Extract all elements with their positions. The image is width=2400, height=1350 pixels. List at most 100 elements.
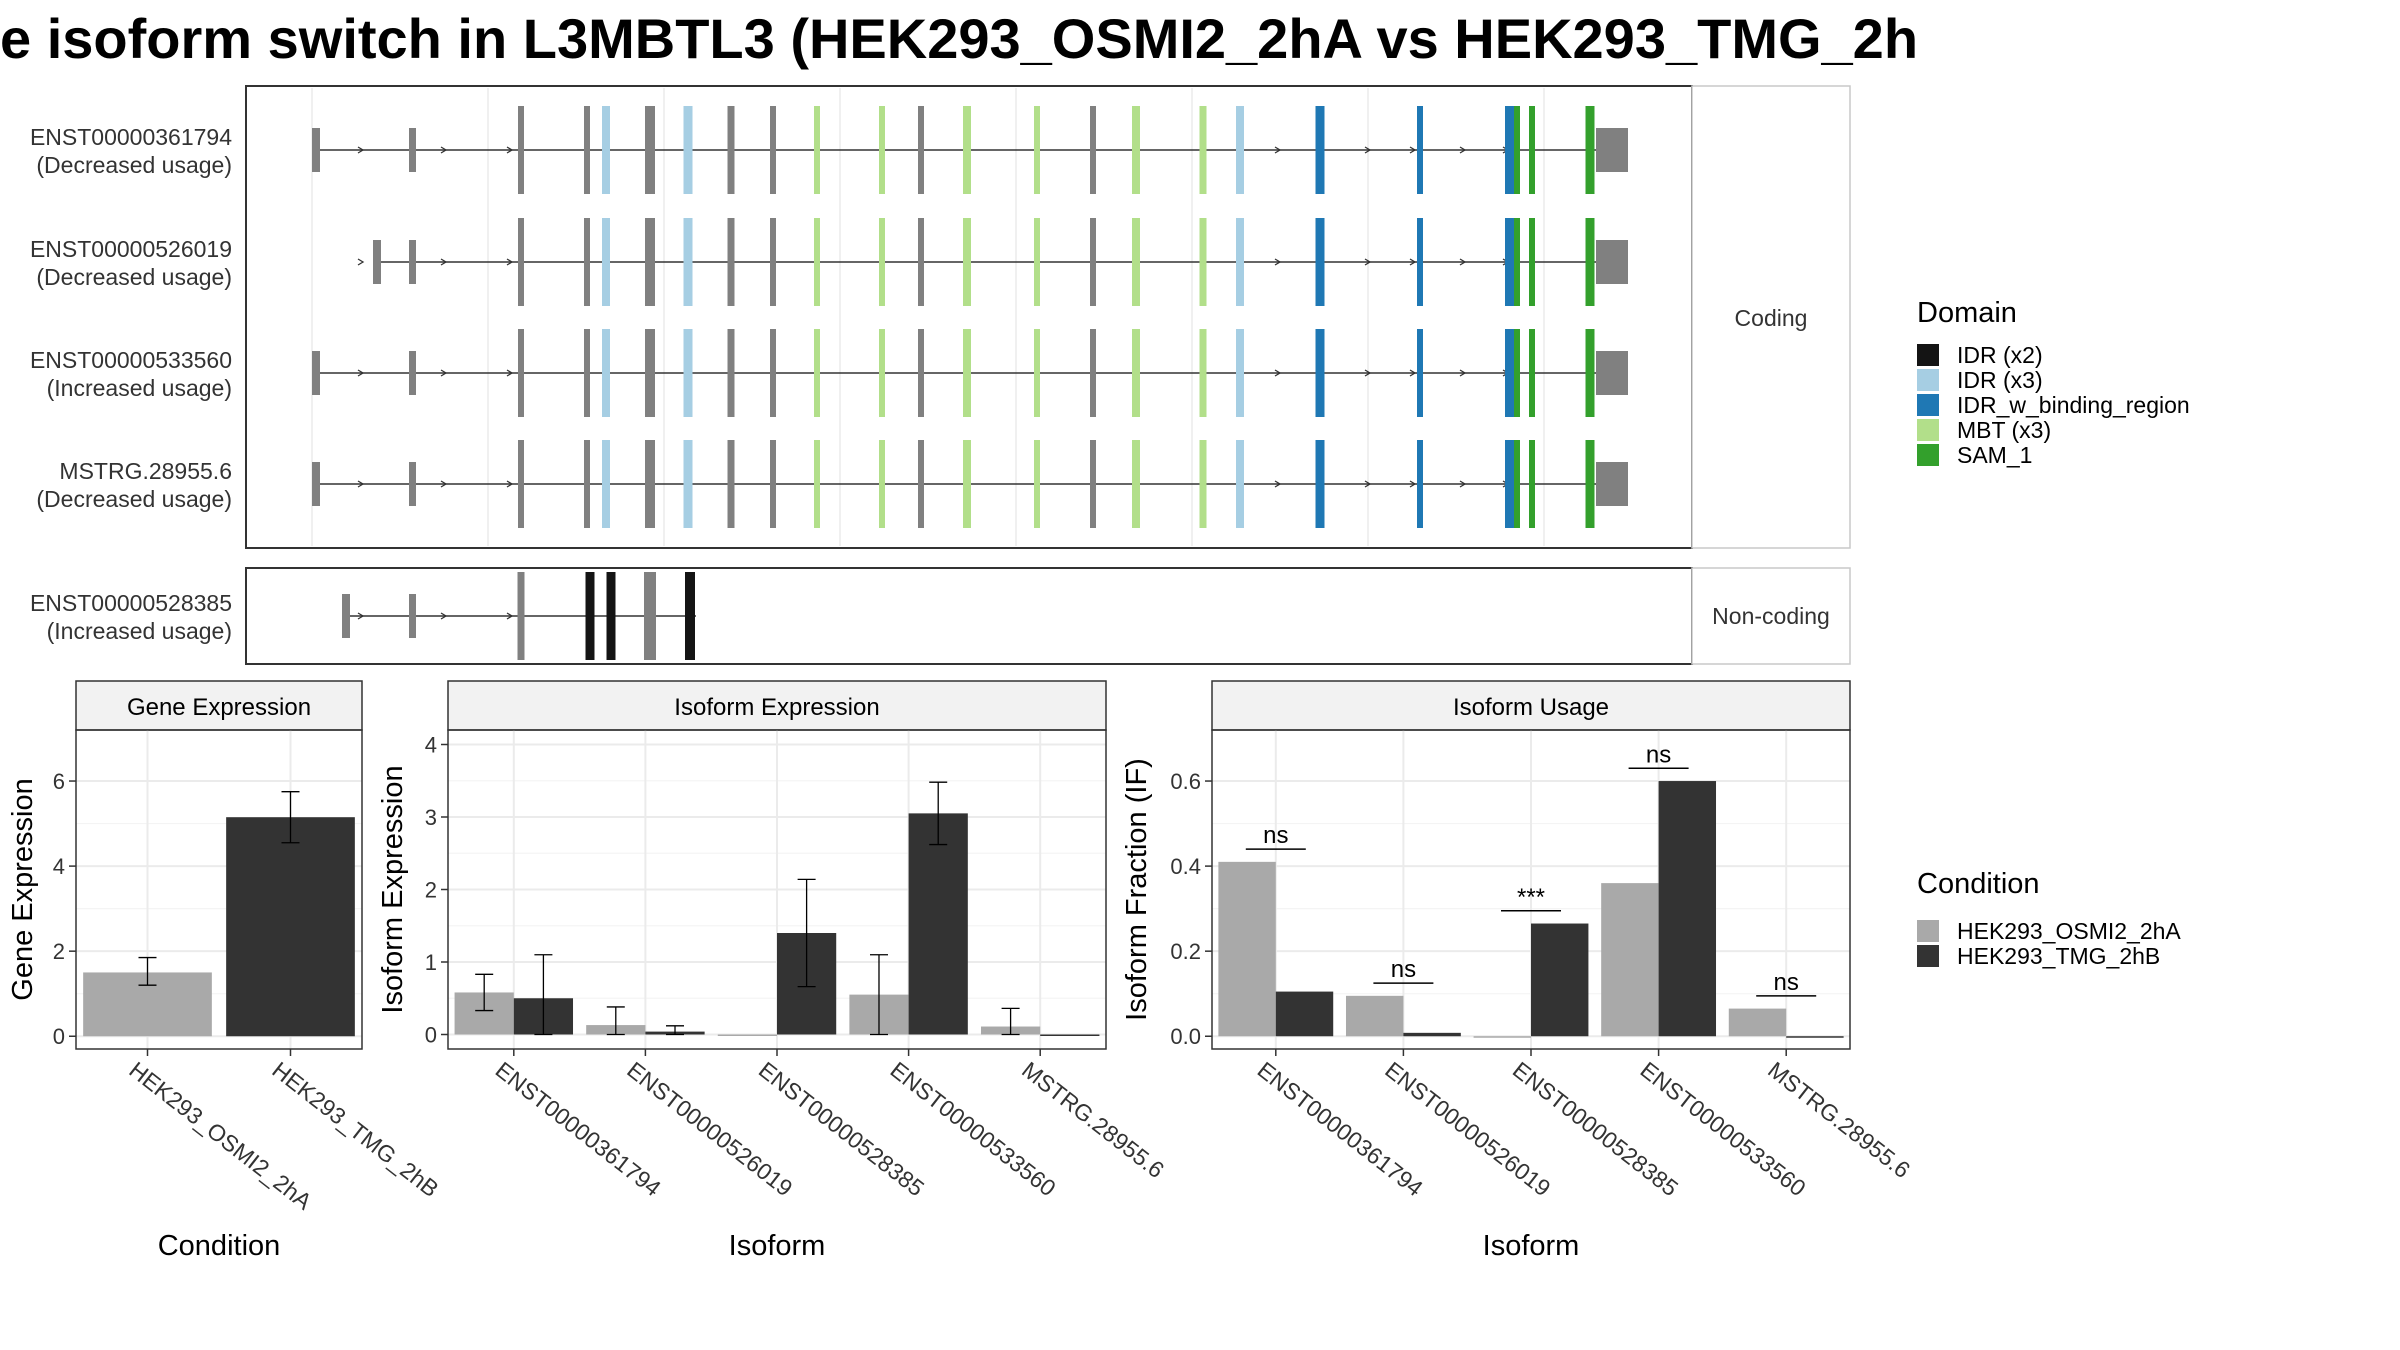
strand-arrow — [506, 258, 514, 266]
exon-idr-x3- — [1236, 106, 1244, 194]
strand-arrow — [440, 480, 448, 488]
exon-sam-1 — [1585, 440, 1595, 528]
strand-arrow — [1409, 480, 1417, 488]
exon-idr-x3- — [683, 329, 693, 417]
y-tick-label: 2 — [53, 939, 65, 964]
x-axis-title: Isoform — [1483, 1230, 1580, 1262]
transcript-usage-label: (Decreased usage) — [36, 264, 232, 290]
exon-idr-w-binding-region — [1417, 106, 1423, 194]
exon-grey-exon — [918, 329, 924, 417]
exon-sam-1 — [1529, 218, 1535, 306]
panel-title: Gene Expression — [127, 694, 311, 721]
utr-exon — [373, 240, 381, 284]
transcript-id-label: MSTRG.28955.6 — [59, 458, 232, 484]
exon-grey-exon — [1090, 106, 1096, 194]
exon-noncoding — [585, 572, 595, 660]
strand-arrow — [506, 369, 514, 377]
domain-swatch — [1917, 419, 1939, 441]
strand-arrow — [506, 480, 514, 488]
strand-arrow — [440, 146, 448, 154]
transcript-usage-label: (Increased usage) — [47, 375, 232, 401]
exon-idr-x3- — [602, 106, 610, 194]
utr-exon — [1596, 462, 1628, 506]
bar — [1786, 1036, 1844, 1038]
utr-exon — [409, 351, 416, 395]
exon-grey-exon — [1090, 440, 1096, 528]
exon-grey-exon — [727, 106, 735, 194]
exon-noncoding — [644, 572, 656, 660]
exon-grey-exon — [770, 329, 776, 417]
exon-idr-x3- — [1236, 440, 1244, 528]
exon-mbt-x3- — [1199, 218, 1207, 306]
y-tick-label: 2 — [425, 878, 437, 903]
exon-grey-exon — [727, 440, 735, 528]
exon-mbt-x3- — [1034, 218, 1040, 306]
utr-exon — [409, 240, 416, 284]
strand-arrow — [1274, 146, 1282, 154]
transcript-usage-label: (Decreased usage) — [36, 486, 232, 512]
strand-arrow — [1459, 146, 1467, 154]
exon-mbt-x3- — [879, 106, 885, 194]
utr-exon — [409, 462, 416, 506]
strand-arrow — [440, 369, 448, 377]
exon-grey-exon — [518, 106, 524, 194]
bar — [1728, 1008, 1787, 1037]
bar — [1658, 781, 1717, 1037]
strand-arrow — [440, 258, 448, 266]
utr-exon — [409, 128, 416, 172]
exon-grey-exon — [727, 329, 735, 417]
strand-arrow — [1274, 258, 1282, 266]
exon-noncoding — [685, 572, 695, 660]
y-tick-label: 0 — [425, 1023, 437, 1048]
exon-sam-1 — [1529, 440, 1535, 528]
exon-idr-w-binding-region — [1505, 218, 1515, 306]
exon-mbt-x3- — [879, 218, 885, 306]
strand-arrow — [1274, 480, 1282, 488]
y-tick-label: 1 — [425, 950, 437, 975]
domain-swatch — [1917, 444, 1939, 466]
exon-sam-1 — [1585, 329, 1595, 417]
transcript-ENST00000528385 — [342, 572, 696, 660]
exon-idr-w-binding-region — [1315, 106, 1325, 194]
strand-arrow — [1364, 369, 1372, 377]
y-tick-label: 4 — [53, 854, 65, 879]
exon-grey-exon — [918, 440, 924, 528]
exon-grey-exon — [770, 106, 776, 194]
exon-mbt-x3- — [879, 440, 885, 528]
exon-grey-exon — [770, 218, 776, 306]
condition-label: HEK293_OSMI2_2hA — [1957, 918, 2181, 944]
strand-arrow — [1459, 258, 1467, 266]
exon-mbt-x3- — [1034, 440, 1040, 528]
utr-exon — [312, 351, 320, 395]
y-tick-label: 3 — [425, 805, 437, 830]
coding-strip-label: Coding — [1735, 305, 1808, 331]
panel-title: Isoform Expression — [674, 694, 879, 721]
exon-idr-w-binding-region — [1417, 218, 1423, 306]
strand-arrow — [357, 480, 365, 488]
significance-label: ns — [1646, 741, 1671, 768]
bar — [1345, 995, 1404, 1037]
bar — [1473, 1036, 1531, 1038]
strand-arrow — [357, 258, 365, 266]
exon-grey-exon — [518, 329, 524, 417]
exon-mbt-x3- — [1132, 440, 1140, 528]
exon-idr-x3- — [1236, 329, 1244, 417]
exon-idr-w-binding-region — [1505, 329, 1515, 417]
exon-grey-exon — [770, 440, 776, 528]
exon-mbt-x3- — [814, 218, 820, 306]
strand-arrow — [1364, 258, 1372, 266]
panel-strip — [75, 680, 363, 731]
domain-swatch — [1917, 369, 1939, 391]
significance-label: ns — [1774, 969, 1799, 996]
exon-idr-x3- — [602, 218, 610, 306]
exon-noncoding — [517, 572, 525, 660]
domain-label: SAM_1 — [1957, 442, 2032, 468]
exon-mbt-x3- — [963, 329, 971, 417]
strand-arrow — [506, 146, 514, 154]
exon-grey-exon — [645, 218, 655, 306]
exon-sam-1 — [1529, 329, 1535, 417]
y-tick-label: 0.4 — [1170, 854, 1201, 879]
strand-arrow — [1274, 369, 1282, 377]
domain-label: IDR (x2) — [1957, 342, 2043, 368]
